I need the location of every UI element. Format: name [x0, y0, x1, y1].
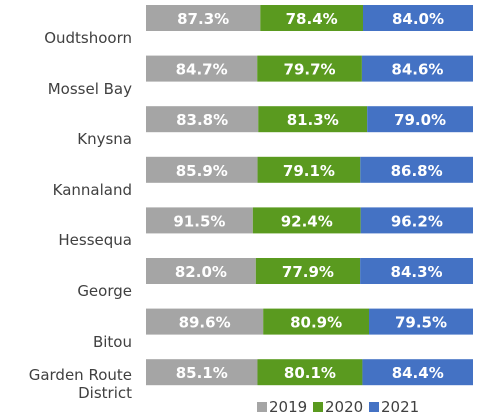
value-label: 87.3% [177, 10, 229, 28]
legend-label: 2019 [269, 398, 307, 416]
value-label: 96.2% [391, 212, 443, 230]
legend-label: 2020 [325, 398, 363, 416]
bar-segment [361, 55, 473, 82]
value-label: 79.7% [284, 61, 336, 79]
category-label: Kannaland [52, 180, 132, 199]
value-label: 79.1% [283, 162, 335, 180]
bar-segment [367, 106, 473, 133]
bar-segment [252, 207, 361, 234]
bar-segment [369, 308, 473, 335]
bar-segment [260, 5, 363, 31]
value-label: 84.6% [391, 61, 443, 79]
value-label: 85.9% [176, 162, 228, 180]
bar-segment [255, 258, 361, 284]
value-label: 80.9% [290, 314, 342, 332]
value-label: 91.5% [173, 212, 225, 230]
bar-segment [362, 5, 473, 31]
bar-segment [263, 308, 370, 335]
bar-segment [257, 55, 362, 82]
bar-segment [360, 156, 473, 183]
value-label: 83.8% [176, 111, 228, 129]
value-label: 80.1% [284, 364, 336, 382]
value-label: 77.9% [282, 263, 334, 281]
category-label: Oudtshoorn [44, 29, 132, 47]
value-label: 92.4% [281, 212, 333, 230]
value-label: 84.4% [392, 364, 444, 382]
bar-segment [360, 258, 473, 284]
legend-swatch [257, 402, 267, 412]
bar-segment [146, 156, 258, 183]
value-label: 86.8% [391, 162, 443, 180]
category-label: Mossel Bay [47, 79, 132, 98]
legend-swatch [313, 402, 323, 412]
value-label: 78.4% [286, 10, 338, 28]
value-label: 81.3% [287, 111, 339, 129]
bar-segment [362, 359, 473, 386]
bar-segment [257, 359, 363, 386]
value-label: 84.7% [176, 61, 228, 79]
bar-segment [146, 207, 253, 234]
value-label: 79.5% [395, 314, 447, 332]
category-label: Hessequa [58, 231, 132, 250]
bar-segment [146, 55, 258, 82]
legend-label: 2021 [381, 398, 419, 416]
category-label: Knysna [77, 130, 132, 149]
bar-segment [146, 106, 259, 133]
value-label: 79.0% [394, 111, 446, 129]
bar-segment [258, 106, 368, 133]
bar-segment [146, 359, 258, 386]
category-label: Bitou [92, 332, 132, 351]
bar-segment [257, 156, 361, 183]
value-label: 85.1% [176, 364, 228, 382]
value-label: 84.0% [392, 10, 444, 28]
bar-segment [146, 258, 256, 284]
category-label: Garden Route District [28, 366, 132, 403]
bar-segment [146, 5, 261, 31]
bar-segment [360, 207, 473, 234]
value-label: 82.0% [175, 263, 227, 281]
category-label: George [77, 282, 132, 300]
bar-segment [146, 308, 264, 335]
value-label: 84.3% [391, 263, 443, 281]
value-label: 89.6% [179, 314, 231, 332]
legend-swatch [369, 402, 379, 412]
